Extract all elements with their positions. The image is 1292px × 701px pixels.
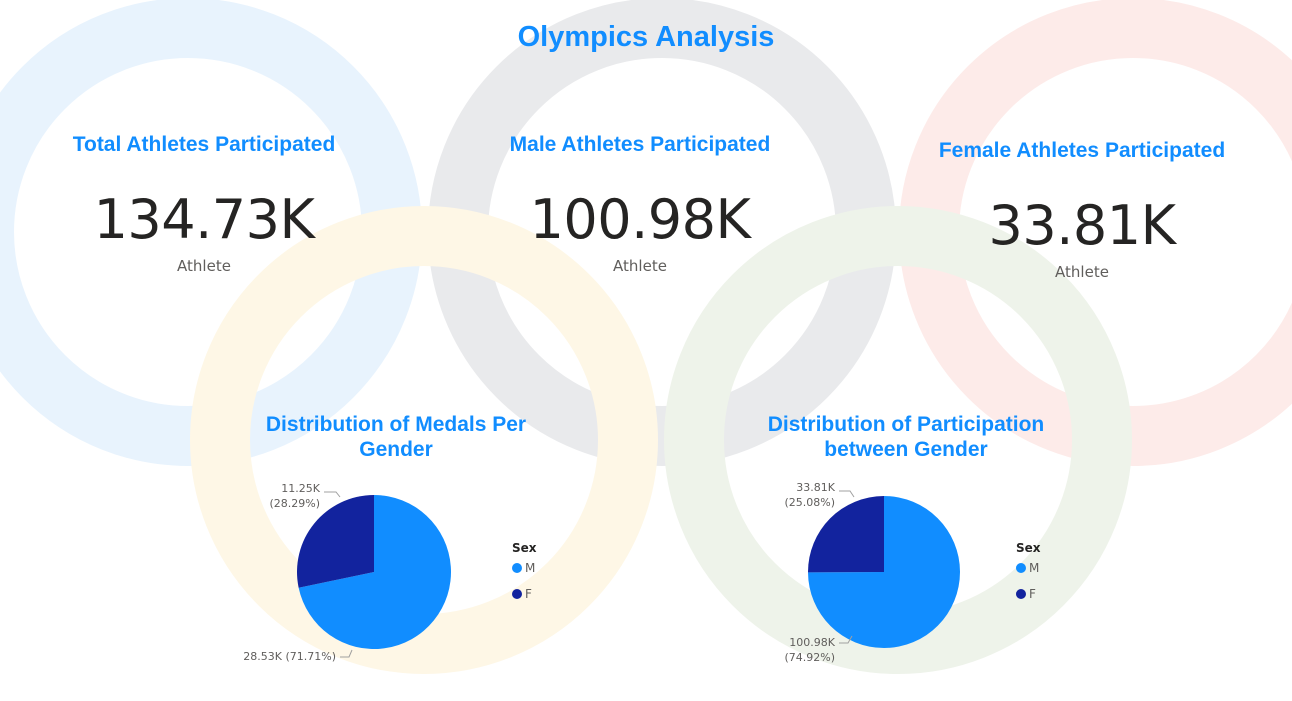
legend-dot-m [1016,563,1026,573]
legend-participation: Sex M F [1016,541,1041,601]
chart-title-medals: Distribution of Medals Per Gender [226,412,566,462]
legend-item-f[interactable]: F [512,587,537,601]
kpi-label-total: Athlete [177,257,231,275]
legend-label-m: M [1029,561,1040,575]
legend-label-m: M [525,561,536,575]
chart-title-participation-line2: between Gender [824,438,988,461]
chart-title-medals-line2: Gender [359,438,433,461]
kpi-value-female: 33.81K [988,194,1176,257]
kpi-value-total: 134.73K [93,188,315,251]
legend-title: Sex [512,541,537,555]
page-title: Olympics Analysis [517,21,775,53]
legend-item-f[interactable]: F [1016,587,1041,601]
legend-label-f: F [525,587,532,601]
legend-item-m[interactable]: M [1016,561,1041,575]
kpi-title-total: Total Athletes Participated [72,133,336,156]
kpi-value-male: 100.98K [529,188,751,251]
kpi-card-total[interactable]: Total Athletes Participated 134.73K Athl… [14,133,394,275]
chart-title-participation: Distribution of Participation between Ge… [736,412,1076,462]
legend-dot-f [512,589,522,599]
legend-title: Sex [1016,541,1041,555]
kpi-card-female[interactable]: Female Athletes Participated 33.81K Athl… [892,139,1272,281]
chart-title-participation-line1: Distribution of Participation [767,413,1045,436]
legend-dot-m [512,563,522,573]
kpi-label-male: Athlete [613,257,667,275]
legend-dot-f [1016,589,1026,599]
kpi-title-female: Female Athletes Participated [938,139,1226,162]
kpi-label-female: Athlete [1055,263,1109,281]
legend-label-f: F [1029,587,1036,601]
kpi-card-male[interactable]: Male Athletes Participated 100.98K Athle… [450,133,830,275]
chart-title-medals-line1: Distribution of Medals Per [265,413,527,436]
legend-medals: Sex M F [512,541,537,601]
kpi-title-male: Male Athletes Participated [509,133,771,156]
legend-item-m[interactable]: M [512,561,537,575]
